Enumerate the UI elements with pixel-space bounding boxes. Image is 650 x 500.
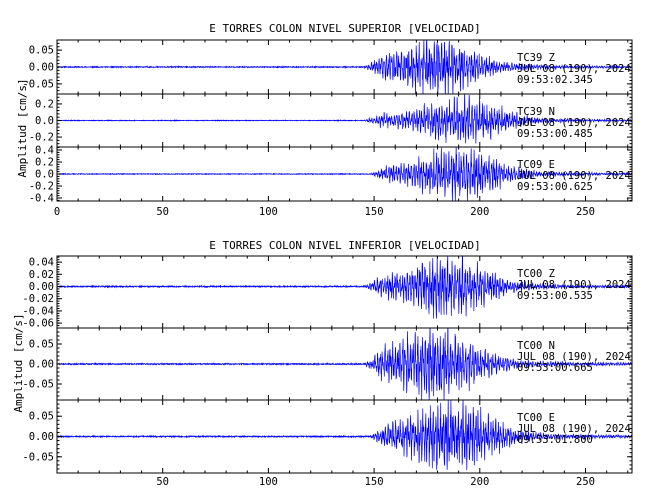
waveform-trace (57, 400, 632, 471)
x-tick-label: 100 (259, 206, 278, 218)
y-tick-label: 0.4 (35, 145, 54, 157)
waveform-trace (57, 147, 632, 201)
waveform-trace (57, 40, 632, 94)
y-tick-label: 0.05 (29, 411, 54, 423)
station-annotation-line: 09:53:00.665 (517, 362, 593, 374)
station-annotation-line: TC00 N (517, 340, 555, 352)
y-tick-label: -0.02 (22, 293, 54, 305)
y-tick-label: 0.00 (29, 281, 54, 293)
upper-chart-title: E TORRES COLON NIVEL SUPERIOR [VELOCIDAD… (209, 22, 481, 35)
lower-y-axis-label: Amplitud [cm/s] (12, 313, 25, 412)
x-tick-label: 150 (365, 476, 384, 488)
y-tick-label: 0.00 (29, 359, 54, 371)
lower-level-chart: E TORRES COLON NIVEL INFERIOR [VELOCIDAD… (12, 239, 633, 488)
y-tick-label: -0.04 (22, 305, 54, 317)
station-annotation-line: 09:53:00.625 (517, 181, 593, 193)
waveform-trace (57, 328, 632, 400)
x-tick-label: 50 (156, 206, 169, 218)
y-tick-label: 0.02 (29, 269, 54, 281)
upper-y-axis-label: Amplitud [cm/s] (16, 78, 29, 177)
y-tick-label: 0.0 (35, 115, 54, 127)
y-tick-label: 0.2 (35, 98, 54, 110)
lower-chart-title: E TORRES COLON NIVEL INFERIOR [VELOCIDAD… (209, 239, 481, 252)
y-tick-label: 0.0 (35, 169, 54, 181)
station-annotation-line: JUL 08 (190), 2024 (517, 170, 631, 182)
upper-level-chart: E TORRES COLON NIVEL SUPERIOR [VELOCIDAD… (16, 22, 633, 218)
x-tick-label: 200 (470, 476, 489, 488)
station-annotation-line: 09:53:00.485 (517, 128, 593, 140)
station-annotation-line: JUL 08 (190), 2024 (517, 351, 631, 363)
station-annotation-line: TC00 E (517, 412, 555, 424)
station-annotation-line: TC09 E (517, 159, 555, 171)
y-tick-label: -0.2 (29, 132, 54, 144)
station-annotation-line: 09:53:01.800 (517, 434, 593, 446)
x-tick-label: 50 (156, 476, 169, 488)
x-tick-label: 0 (54, 206, 60, 218)
y-tick-label: -0.05 (22, 78, 54, 90)
station-annotation-line: JUL 08 (190), 2024 (517, 63, 631, 75)
y-tick-label: 0.05 (29, 339, 54, 351)
y-tick-label: -0.06 (22, 318, 54, 330)
y-tick-label: 0.04 (29, 257, 54, 269)
waveform-trace (57, 256, 632, 319)
y-tick-label: 0.00 (29, 62, 54, 74)
y-tick-label: -0.05 (22, 379, 54, 391)
y-tick-label: -0.2 (29, 181, 54, 193)
y-tick-label: 0.05 (29, 45, 54, 57)
x-tick-label: 250 (576, 206, 595, 218)
station-annotation-line: 09:53:00.535 (517, 290, 593, 302)
station-annotation-line: TC39 N (517, 106, 555, 118)
x-tick-label: 250 (576, 476, 595, 488)
x-tick-label: 150 (365, 206, 384, 218)
x-tick-label: 200 (470, 206, 489, 218)
y-tick-label: -0.05 (22, 451, 54, 463)
station-annotation-line: JUL 08 (190), 2024 (517, 117, 631, 129)
y-tick-label: 0.2 (35, 157, 54, 169)
y-tick-label: -0.4 (29, 193, 54, 205)
station-annotation-line: JUL 08 (190), 2024 (517, 279, 631, 291)
station-annotation-line: JUL 08 (190), 2024 (517, 423, 631, 435)
y-tick-label: 0.00 (29, 431, 54, 443)
station-annotation-line: TC39 Z (517, 52, 555, 64)
x-tick-label: 100 (259, 476, 278, 488)
station-annotation-line: TC00 Z (517, 268, 555, 280)
station-annotation-line: 09:53:02.345 (517, 74, 593, 86)
waveform-trace (57, 94, 632, 144)
